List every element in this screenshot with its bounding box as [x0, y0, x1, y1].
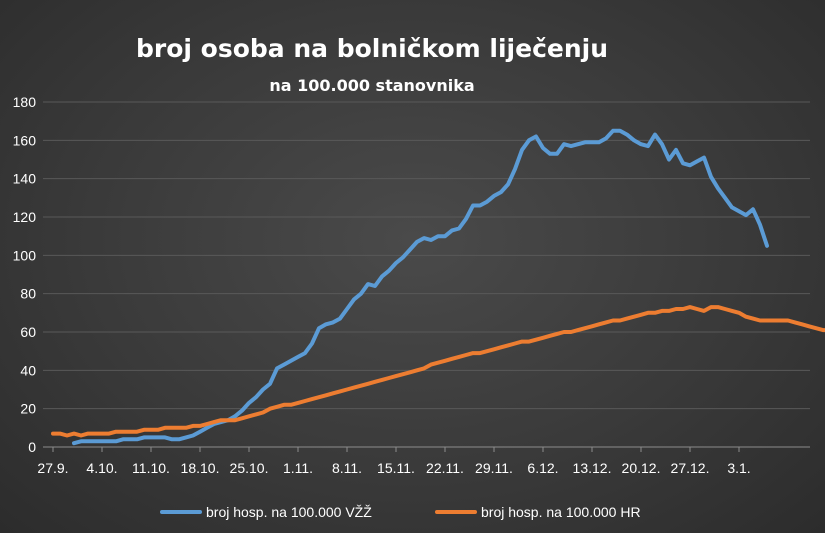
legend-label-1: broj hosp. na 100.000 VŽŽ [206, 504, 372, 520]
x-tick-label: 13.12. [573, 460, 612, 476]
legend: broj hosp. na 100.000 VŽŽ broj hosp. na 1… [160, 504, 641, 520]
x-tick-label: 15.11. [377, 460, 415, 476]
y-tick-label: 0 [28, 439, 36, 455]
legend-label-2: broj hosp. na 100.000 HR [481, 504, 641, 520]
y-tick-label: 180 [13, 94, 37, 110]
x-tick-label: 20.12. [622, 460, 661, 476]
x-tick-label: 22.11. [426, 460, 464, 476]
series-line-2 [51, 305, 825, 438]
series-lines [51, 128, 825, 446]
x-tick-label: 25.10. [230, 460, 269, 476]
y-tick-label: 40 [20, 362, 36, 378]
x-tick-label: 3.1. [727, 460, 750, 476]
y-tick-label: 100 [13, 247, 37, 263]
y-tick-label: 120 [13, 209, 37, 225]
x-tick-label: 27.12. [671, 460, 710, 476]
x-tick-label: 11.10. [132, 460, 170, 476]
y-tick-label: 60 [20, 324, 36, 340]
x-tick-label: 4.10. [86, 460, 117, 476]
x-tick-label: 18.10. [181, 460, 220, 476]
chart-title: broj osoba na bolničkom liječenju [136, 34, 608, 63]
x-tick-label: 6.12. [527, 460, 558, 476]
x-tick-label: 8.11. [332, 460, 362, 476]
chart-subtitle: na 100.000 stanovnika [269, 76, 474, 95]
x-tick-label: 1.11. [283, 460, 313, 476]
gridlines [43, 101, 810, 452]
x-axis-tick-labels: 27.9. 4.10. 11.10. 18.10. 25.10. 1.11. 8.11. 15… [37, 460, 750, 476]
y-tick-label: 80 [20, 286, 36, 302]
y-axis-tick-labels: 0 20 40 60 80 100 120 140 160 180 [13, 94, 37, 455]
series-line-1 [72, 128, 769, 446]
x-tick-label: 27.9. [37, 460, 68, 476]
y-tick-label: 140 [13, 171, 37, 187]
y-tick-label: 160 [13, 132, 37, 148]
y-tick-label: 20 [20, 401, 36, 417]
x-tick-label: 29.11. [475, 460, 513, 476]
